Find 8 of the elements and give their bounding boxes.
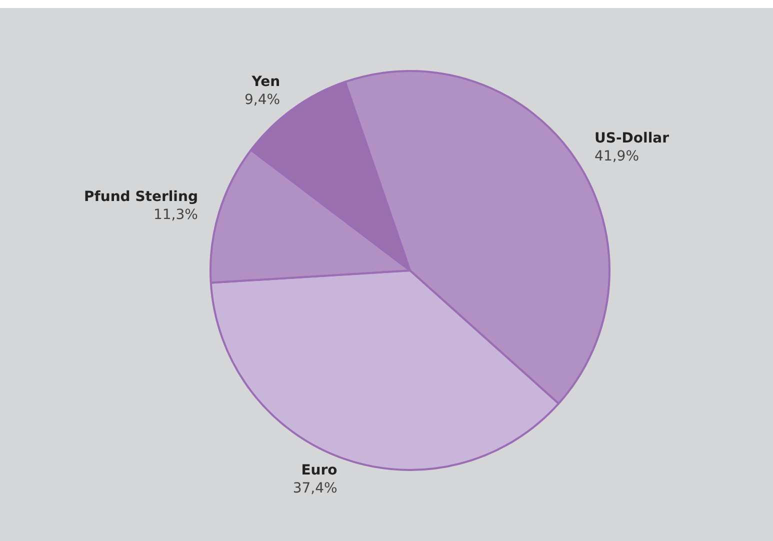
data-label: 11,3% bbox=[153, 207, 198, 224]
slice-label: Euro bbox=[301, 462, 338, 478]
slice-label: Pfund Sterling bbox=[84, 189, 198, 206]
slice-label: US-Dollar bbox=[594, 130, 670, 147]
data-label: 37,4% bbox=[292, 480, 338, 496]
slice-label: Yen bbox=[250, 74, 280, 90]
data-label: 41,9% bbox=[594, 148, 640, 165]
data-label: 9,4% bbox=[244, 92, 280, 108]
